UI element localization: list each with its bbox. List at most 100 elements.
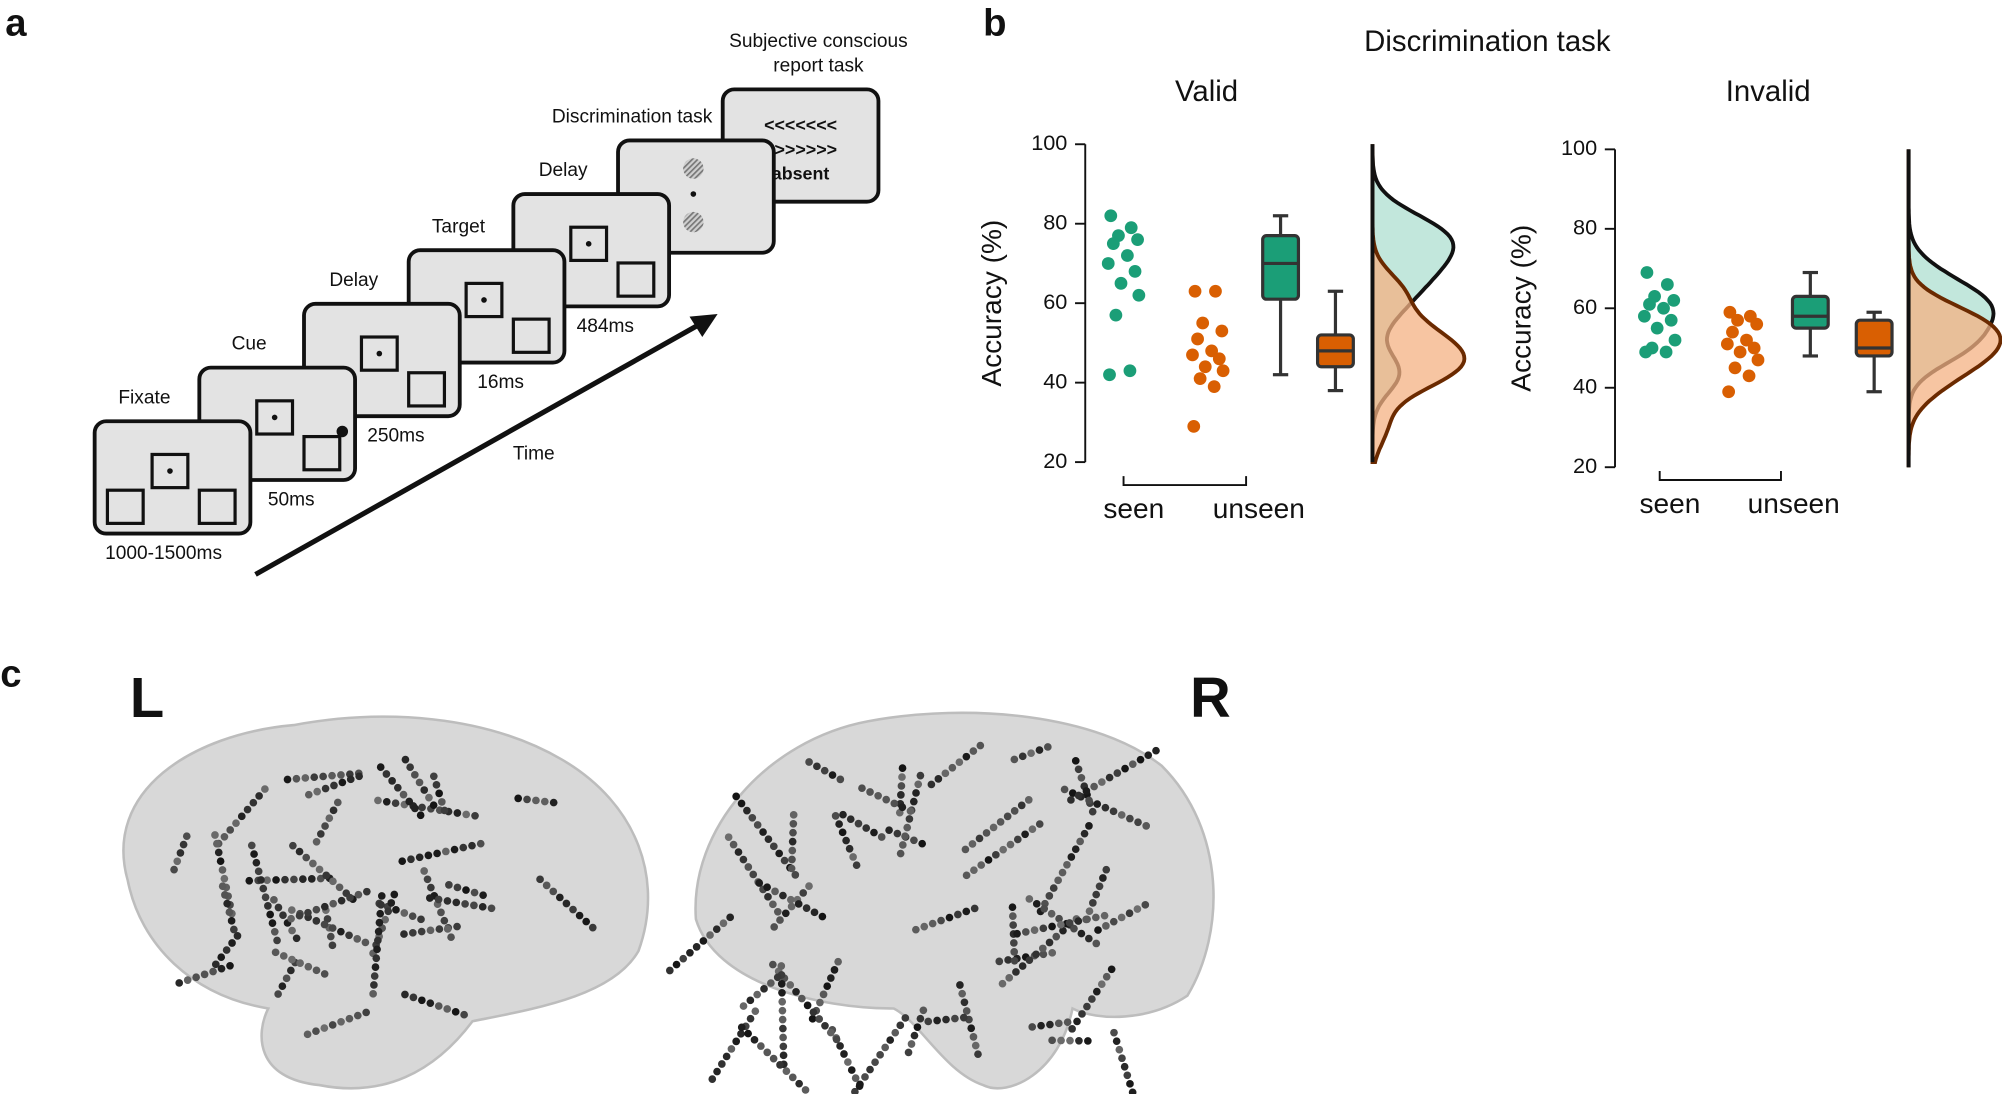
- electrode: [299, 875, 307, 883]
- electrode: [1009, 921, 1017, 929]
- electrode: [1004, 956, 1012, 964]
- duration-label: 1000-1500ms: [105, 543, 222, 564]
- electrode: [763, 1048, 772, 1057]
- electrode: [192, 973, 200, 982]
- electrode: [1113, 769, 1122, 777]
- y-tick-label: 60: [1043, 289, 1067, 314]
- electrode: [376, 763, 385, 771]
- data-point: [1637, 309, 1651, 323]
- electrode: [1076, 837, 1084, 846]
- electrode: [320, 920, 329, 929]
- electrode: [434, 895, 443, 904]
- electrode: [371, 963, 380, 971]
- electrode: [1028, 825, 1037, 834]
- electrode: [1065, 919, 1074, 927]
- electrode: [532, 796, 540, 805]
- electrode: [243, 805, 252, 814]
- duration-label: 250ms: [367, 426, 424, 447]
- electrode: [1048, 949, 1057, 957]
- electrode: [821, 1021, 829, 1030]
- electrode: [338, 778, 347, 787]
- electrode: [753, 990, 762, 999]
- electrode: [805, 882, 813, 890]
- electrode: [838, 828, 847, 837]
- electrode: [218, 882, 227, 891]
- electrode: [1052, 932, 1061, 941]
- electrode: [779, 1024, 787, 1033]
- electrode: [569, 905, 577, 914]
- electrode: [283, 775, 292, 784]
- electrode: [969, 747, 978, 755]
- electrode: [1063, 860, 1071, 869]
- electrode: [778, 1015, 787, 1024]
- data-point: [1733, 345, 1747, 359]
- data-point: [1205, 344, 1219, 358]
- electrode: [737, 1023, 746, 1032]
- electrode: [1112, 1037, 1121, 1046]
- electrode: [844, 1058, 852, 1066]
- electrode: [962, 752, 971, 761]
- electrode: [1075, 1036, 1083, 1045]
- electrode: [228, 939, 236, 947]
- electrode: [1047, 909, 1056, 918]
- electrode: [775, 849, 784, 858]
- electrode: [1117, 913, 1126, 922]
- electrode: [1057, 1036, 1065, 1045]
- electrode: [809, 1008, 818, 1017]
- electrode: [1085, 796, 1093, 805]
- electrode: [896, 849, 905, 858]
- data-point: [1639, 345, 1653, 359]
- electrode: [788, 1073, 797, 1082]
- electrode: [916, 1014, 925, 1023]
- electrode: [173, 857, 182, 866]
- electrode: [273, 936, 281, 945]
- electrode: [1090, 782, 1098, 791]
- electrode: [712, 925, 721, 933]
- electrode: [328, 924, 337, 932]
- placeholder-box: [616, 261, 656, 298]
- electrode: [777, 962, 786, 970]
- grating: [683, 211, 704, 233]
- electrode: [1102, 972, 1111, 981]
- electrode: [1003, 812, 1012, 821]
- electrode: [737, 1029, 745, 1038]
- electrode: [292, 934, 301, 943]
- electrode: [948, 763, 957, 772]
- chart-title: Valid: [1175, 75, 1238, 108]
- electrode: [1082, 787, 1091, 795]
- data-point: [1750, 317, 1764, 331]
- electrode: [787, 864, 796, 873]
- electrode: [781, 909, 790, 918]
- electrode: [1083, 915, 1091, 924]
- electrode: [398, 857, 407, 866]
- electrode: [433, 849, 441, 858]
- electrode: [924, 1017, 933, 1026]
- electrode: [901, 1014, 910, 1022]
- electrode: [755, 879, 764, 887]
- data-point: [1659, 345, 1673, 359]
- data-point: [1723, 305, 1737, 319]
- electrode: [851, 1087, 859, 1094]
- electrode: [1039, 950, 1048, 959]
- electrode: [1109, 807, 1118, 816]
- electrode: [321, 784, 330, 793]
- electrode: [274, 903, 283, 912]
- box: [1790, 294, 1830, 330]
- electrode: [220, 874, 229, 883]
- data-point: [1668, 333, 1682, 347]
- electrode: [514, 794, 523, 803]
- electrode: [252, 858, 261, 867]
- electrode: [960, 998, 969, 1007]
- electrode: [1085, 822, 1093, 830]
- electrode: [329, 806, 338, 815]
- electrode: [549, 798, 558, 807]
- electrode: [1048, 1036, 1056, 1045]
- data-point: [1650, 321, 1664, 335]
- electrode: [345, 931, 353, 940]
- electrode: [760, 984, 768, 993]
- data-point: [1132, 288, 1146, 302]
- electrode: [271, 948, 280, 957]
- electrode: [919, 1006, 928, 1015]
- electrode: [706, 931, 714, 939]
- electrode: [556, 893, 564, 902]
